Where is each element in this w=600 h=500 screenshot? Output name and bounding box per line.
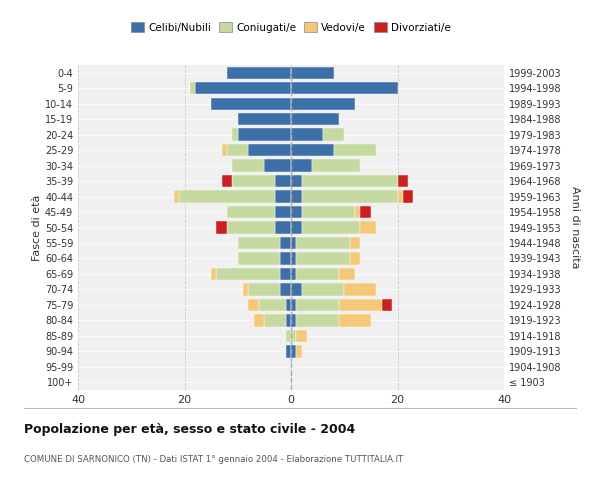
Text: Popolazione per età, sesso e stato civile - 2004: Popolazione per età, sesso e stato civil… (24, 422, 355, 436)
Bar (280, 252, 291, 264)
Bar (350, 237, 360, 249)
Bar (360, 222, 376, 234)
Bar (238, 237, 280, 249)
Bar (286, 330, 291, 342)
Bar (179, 190, 275, 202)
Bar (286, 345, 291, 358)
Bar (227, 144, 248, 156)
Bar (296, 237, 350, 249)
Bar (291, 314, 296, 326)
Bar (248, 283, 280, 296)
Bar (291, 222, 302, 234)
Bar (296, 298, 339, 311)
Bar (350, 252, 360, 264)
Bar (296, 268, 339, 280)
Bar (398, 190, 403, 202)
Bar (174, 190, 179, 202)
Bar (291, 128, 323, 141)
Bar (344, 283, 376, 296)
Bar (291, 283, 302, 296)
Bar (238, 128, 291, 141)
Bar (275, 190, 291, 202)
Bar (291, 175, 302, 188)
Bar (254, 314, 265, 326)
Bar (296, 345, 302, 358)
Y-axis label: Fasce di età: Fasce di età (32, 194, 42, 260)
Bar (291, 82, 398, 94)
Bar (291, 252, 296, 264)
Bar (222, 144, 227, 156)
Bar (291, 98, 355, 110)
Bar (275, 175, 291, 188)
Bar (291, 330, 296, 342)
Legend: Celibi/Nubili, Coniugati/e, Vedovi/e, Divorziati/e: Celibi/Nubili, Coniugati/e, Vedovi/e, Di… (127, 18, 455, 37)
Bar (232, 175, 275, 188)
Y-axis label: Anni di nascita: Anni di nascita (570, 186, 580, 269)
Bar (238, 252, 280, 264)
Text: COMUNE DI SARNONICO (TN) - Dati ISTAT 1° gennaio 2004 - Elaborazione TUTTITALIA.: COMUNE DI SARNONICO (TN) - Dati ISTAT 1°… (24, 456, 403, 464)
Bar (217, 268, 280, 280)
Bar (302, 206, 355, 218)
Bar (302, 222, 360, 234)
Bar (382, 298, 392, 311)
Bar (265, 160, 291, 172)
Bar (323, 128, 344, 141)
Bar (360, 206, 371, 218)
Bar (248, 298, 259, 311)
Bar (243, 283, 248, 296)
Bar (291, 345, 296, 358)
Bar (195, 82, 291, 94)
Bar (339, 298, 382, 311)
Bar (291, 298, 296, 311)
Bar (222, 175, 232, 188)
Bar (211, 98, 291, 110)
Bar (232, 160, 265, 172)
Bar (302, 283, 344, 296)
Bar (280, 268, 291, 280)
Bar (259, 298, 286, 311)
Bar (248, 144, 291, 156)
Bar (302, 175, 398, 188)
Bar (291, 160, 313, 172)
Bar (296, 314, 339, 326)
Bar (313, 160, 360, 172)
Bar (291, 113, 339, 126)
Bar (265, 314, 286, 326)
Bar (302, 190, 398, 202)
Bar (291, 144, 334, 156)
Bar (238, 113, 291, 126)
Bar (227, 206, 275, 218)
Bar (275, 222, 291, 234)
Bar (339, 268, 355, 280)
Bar (291, 268, 296, 280)
Bar (232, 128, 238, 141)
Bar (275, 206, 291, 218)
Bar (398, 175, 408, 188)
Bar (339, 314, 371, 326)
Bar (190, 82, 195, 94)
Bar (334, 144, 376, 156)
Bar (296, 252, 350, 264)
Bar (403, 190, 413, 202)
Bar (355, 206, 360, 218)
Bar (291, 190, 302, 202)
Bar (227, 66, 291, 79)
Bar (291, 237, 296, 249)
Bar (286, 314, 291, 326)
Bar (217, 222, 227, 234)
Bar (291, 206, 302, 218)
Bar (280, 237, 291, 249)
Bar (286, 298, 291, 311)
Bar (280, 283, 291, 296)
Bar (211, 268, 217, 280)
Bar (291, 66, 334, 79)
Bar (227, 222, 275, 234)
Bar (296, 330, 307, 342)
